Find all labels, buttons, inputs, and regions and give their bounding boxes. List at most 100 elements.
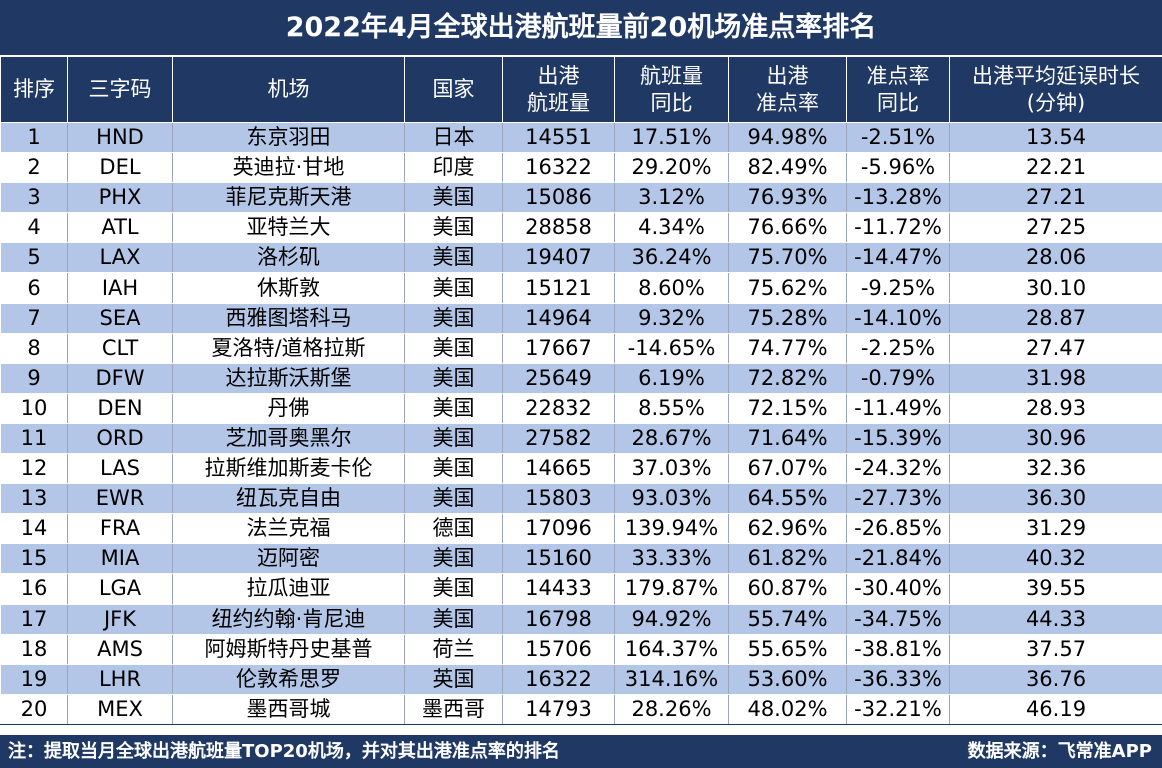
rank-cell: 1 [0,121,68,154]
country-cell: 美国 [404,603,503,635]
header-ontime-yoy: 准点率 同比 [846,56,950,123]
departures-cell: 28858 [502,212,615,244]
column-header-line: 出港 [766,63,809,88]
airport-cell: 拉瓜迪亚 [172,573,405,605]
country-cell: 美国 [404,573,503,605]
avg-delay-cell: 40.32 [949,543,1162,575]
rank-cell: 15 [0,543,68,575]
airport-cell: 东京羽田 [172,121,405,154]
ontime-yoy-cell: -11.49% [846,392,950,424]
header-departures-yoy: 航班量 同比 [614,56,729,123]
rank-cell: 13 [0,483,68,515]
column-header-line: 出港平均延误时长 [972,63,1140,88]
code-cell: PHX [67,182,173,214]
rank-cell: 6 [0,272,68,304]
country-cell: 美国 [404,362,503,394]
table-row: 16 LGA 拉瓜迪亚 美国 14433 179.87% 60.87% -30.40% 39.5… [0,573,1162,605]
code-cell: LGA [67,573,173,605]
code-cell: LAX [67,242,173,274]
avg-delay-cell: 30.96 [949,422,1162,455]
avg-delay-cell: 27.25 [949,212,1162,244]
ontime-rate-cell: 71.64% [728,422,847,455]
airport-cell: 丹佛 [172,392,405,424]
departures-cell: 15803 [502,483,615,515]
table-row: 20 MEX 墨西哥城 墨西哥 14793 28.26% 48.02% -32.21% 46.1… [0,693,1162,725]
departures-yoy-cell: 33.33% [614,543,729,575]
ontime-yoy-cell: -32.21% [846,693,950,725]
ranking-table: 排序 三字码 机场 国家 出港 航班量 航班量 同比 出港 准点率 准点率 同比 出港平均延误时长 (分钟… [0,56,1162,725]
departures-cell: 25649 [502,362,615,394]
code-cell: JFK [67,603,173,635]
table-row: 5 LAX 洛杉矶 美国 19407 36.24% 75.70% -14.47% 28.06 [0,242,1162,274]
header-code: 三字码 [67,56,173,123]
departures-cell: 15086 [502,182,615,214]
departures-yoy-cell: 8.55% [614,392,729,424]
ontime-rate-cell: 55.74% [728,603,847,635]
table-row: 4 ATL 亚特兰大 美国 28858 4.34% 76.66% -11.72% 27.25 [0,212,1162,244]
ontime-rate-cell: 75.62% [728,272,847,304]
ontime-rate-cell: 72.15% [728,392,847,424]
ontime-rate-cell: 60.87% [728,573,847,605]
code-cell: CLT [67,332,173,364]
rank-cell: 5 [0,242,68,274]
departures-yoy-cell: 28.67% [614,422,729,455]
ontime-yoy-cell: -11.72% [846,212,950,244]
country-cell: 美国 [404,453,503,485]
departures-cell: 15706 [502,633,615,665]
column-header-line: 航班量 [527,90,590,115]
ontime-rate-cell: 61.82% [728,543,847,575]
ontime-yoy-cell: -0.79% [846,362,950,394]
table-row: 3 PHX 菲尼克斯天港 美国 15086 3.12% 76.93% -13.28% 27.21 [0,182,1162,214]
code-cell: MIA [67,543,173,575]
airport-cell: 阿姆斯特丹史基普 [172,633,405,665]
ontime-rate-cell: 62.96% [728,513,847,545]
ontime-yoy-cell: -27.73% [846,483,950,515]
departures-cell: 17096 [502,513,615,545]
table-row: 14 FRA 法兰克福 德国 17096 139.94% 62.96% -26.85% 31.2… [0,513,1162,545]
column-header-line: 准点率 [756,90,819,115]
rank-cell: 7 [0,302,68,334]
ontime-yoy-cell: -21.84% [846,543,950,575]
airport-cell: 夏洛特/道格拉斯 [172,332,405,364]
departures-yoy-cell: -14.65% [614,332,729,364]
code-cell: EWR [67,483,173,515]
header-row: 排序 三字码 机场 国家 出港 航班量 航班量 同比 出港 准点率 准点率 同比 出港平均延误时长 (分钟… [0,56,1162,123]
code-cell: MEX [67,693,173,725]
country-cell: 美国 [404,543,503,575]
ontime-yoy-cell: -9.25% [846,272,950,304]
ontime-rate-cell: 55.65% [728,633,847,665]
avg-delay-cell: 31.98 [949,362,1162,394]
rank-cell: 16 [0,573,68,605]
ontime-rate-cell: 64.55% [728,483,847,515]
departures-cell: 17667 [502,332,615,364]
avg-delay-cell: 46.19 [949,693,1162,725]
column-header-line: 三字码 [88,77,152,101]
country-cell: 美国 [404,182,503,214]
avg-delay-cell: 36.76 [949,663,1162,695]
rank-cell: 3 [0,182,68,214]
code-cell: LAS [67,453,173,485]
table-row: 18 AMS 阿姆斯特丹史基普 荷兰 15706 164.37% 55.65% -38.81%… [0,633,1162,665]
ontime-yoy-cell: -36.33% [846,663,950,695]
table-row: 11 ORD 芝加哥奥黑尔 美国 27582 28.67% 71.64% -15.39% 30.… [0,422,1162,455]
airport-cell: 英迪拉·甘地 [172,152,405,184]
country-cell: 美国 [404,422,503,455]
avg-delay-cell: 36.30 [949,483,1162,515]
departures-yoy-cell: 28.26% [614,693,729,725]
country-cell: 荷兰 [404,633,503,665]
country-cell: 美国 [404,302,503,334]
avg-delay-cell: 27.21 [949,182,1162,214]
departures-cell: 15160 [502,543,615,575]
airport-cell: 迈阿密 [172,543,405,575]
airport-cell: 纽约约翰·肯尼迪 [172,603,405,635]
column-header-line: 机场 [267,77,310,101]
avg-delay-cell: 13.54 [949,121,1162,154]
code-cell: AMS [67,633,173,665]
table-row: 7 SEA 西雅图塔科马 美国 14964 9.32% 75.28% -14.10% 28.87 [0,302,1162,334]
ontime-yoy-cell: -2.51% [846,121,950,154]
code-cell: HND [67,121,173,154]
code-cell: FRA [67,513,173,545]
country-cell: 美国 [404,242,503,274]
departures-cell: 14793 [502,693,615,725]
ontime-rate-cell: 48.02% [728,693,847,725]
